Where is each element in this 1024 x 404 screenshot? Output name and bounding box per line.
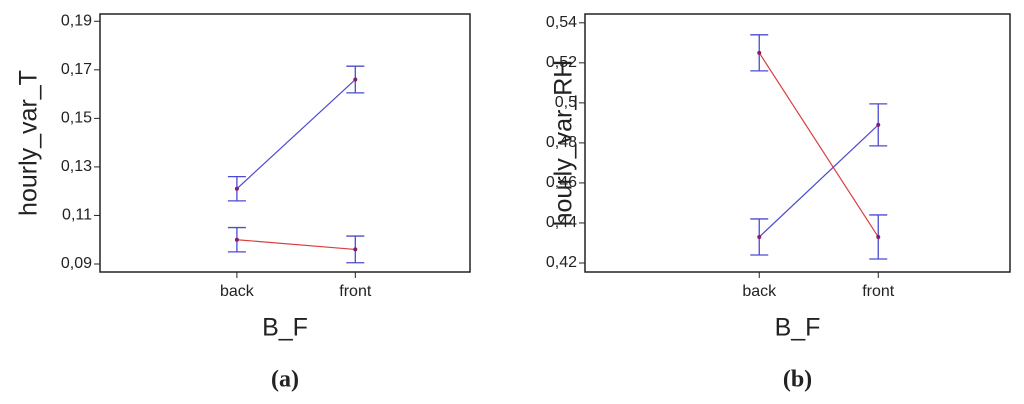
point <box>757 50 762 55</box>
series-line <box>758 52 879 238</box>
point <box>876 234 881 239</box>
x-tick-label: back <box>742 283 777 300</box>
series-line <box>236 239 356 251</box>
y-tick-label: 0,17 <box>61 61 92 78</box>
y-tick-label: 0,48 <box>546 134 577 151</box>
plot-frame <box>99 13 471 273</box>
x-tick-label: front <box>862 283 895 300</box>
point <box>234 186 239 191</box>
y-tick-label: 0,13 <box>61 158 92 175</box>
point <box>234 237 239 242</box>
y-tick-label: 0,42 <box>546 254 577 271</box>
y-axis-label: hourly_var_RH <box>550 60 578 227</box>
point <box>353 77 358 82</box>
series-line <box>236 79 356 190</box>
y-tick-label: 0,19 <box>61 13 92 30</box>
y-tick-label: 0,09 <box>61 255 92 272</box>
caption: (b) <box>783 367 812 393</box>
y-tick-label: 0,15 <box>61 110 92 127</box>
y-tick-label: 0,52 <box>546 54 577 71</box>
caption: (a) <box>271 367 299 393</box>
x-tick-label: back <box>220 283 255 300</box>
y-tick-label: 0,54 <box>546 14 577 31</box>
series-line <box>758 124 879 238</box>
point <box>757 234 762 239</box>
point <box>353 247 358 252</box>
y-tick-label: 0,5 <box>555 94 577 111</box>
x-axis-label: B_F <box>775 314 821 342</box>
y-axis-label: hourly_var_T <box>15 70 43 216</box>
x-axis-label: B_F <box>262 314 308 342</box>
y-tick-label: 0,11 <box>62 207 92 224</box>
y-tick-label: 0,44 <box>546 214 577 231</box>
y-tick-label: 0,46 <box>546 174 577 191</box>
point <box>876 122 881 127</box>
x-tick-label: front <box>339 283 372 300</box>
plot-frame <box>584 13 1011 273</box>
